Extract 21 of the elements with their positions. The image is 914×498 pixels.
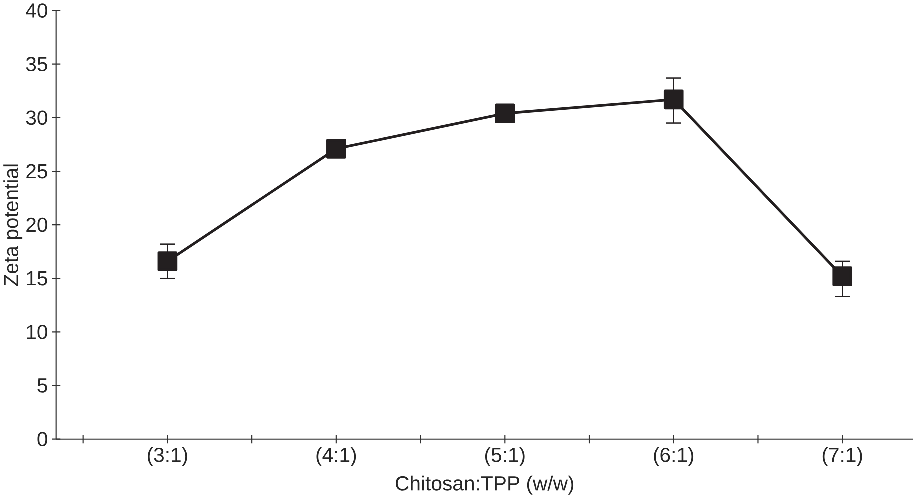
- y-tick-label: 0: [38, 432, 48, 446]
- x-axis-title: Chitosan:TPP (w/w): [396, 476, 574, 495]
- x-tick-label: (3:1): [148, 447, 188, 466]
- y-tick-label: 10: [27, 324, 48, 340]
- y-tick-label: 5: [38, 378, 48, 393]
- point: [832, 266, 853, 286]
- x-tick-label: (5:1): [485, 447, 525, 466]
- point: [495, 104, 516, 124]
- y-axis-title: Zeta potential: [4, 164, 23, 286]
- point: [158, 251, 178, 272]
- y-tick-label: 35: [26, 56, 48, 72]
- y-tick-label: 20: [26, 218, 48, 232]
- x-tick-label: (6:1): [654, 447, 694, 466]
- y-tick-label: 15: [27, 271, 48, 286]
- y-tick-label: 25: [26, 164, 48, 178]
- point: [326, 138, 346, 159]
- x-tick-label: (7:1): [822, 447, 862, 466]
- x-tick-label: (4:1): [316, 447, 356, 466]
- y-tick-label: 40: [26, 3, 48, 18]
- y-tick-label: 30: [26, 110, 48, 125]
- point: [664, 90, 684, 110]
